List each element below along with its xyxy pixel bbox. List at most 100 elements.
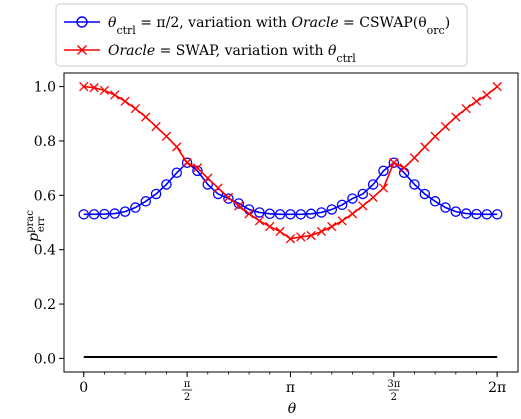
legend-label-cswap: θctrl = π/2, variation with Oracle = CSW… xyxy=(108,15,450,37)
y-tick-label: 0.4 xyxy=(34,243,56,259)
data-point-x-stroke xyxy=(234,201,244,211)
legend-sub-ctrl-2: ctrl xyxy=(336,52,356,65)
data-point-x xyxy=(120,96,130,106)
data-point-x-stroke xyxy=(89,83,99,93)
legend-marker-x xyxy=(77,45,87,55)
data-point-x xyxy=(172,142,182,152)
data-point-circle xyxy=(326,204,338,215)
data-point-x xyxy=(420,142,430,152)
data-point-x-stroke xyxy=(471,96,482,106)
data-point-circle xyxy=(471,208,482,220)
legend-sub-ctrl: ctrl xyxy=(116,24,136,37)
data-point-x xyxy=(213,183,223,193)
data-point-x xyxy=(89,83,99,93)
data-point-circle xyxy=(119,206,131,217)
data-point-circle xyxy=(181,157,193,168)
data-point-circle xyxy=(202,179,214,190)
y-axis-label: ppracerr xyxy=(25,210,47,242)
data-point-x xyxy=(306,230,316,241)
data-point-x xyxy=(316,226,327,237)
data-point-circle xyxy=(481,209,493,220)
legend-oracle-1: Oracle xyxy=(291,15,338,31)
data-point-x-stroke xyxy=(306,230,316,241)
series-layer xyxy=(78,81,503,359)
data-point-x-stroke xyxy=(461,103,471,114)
data-point-circle xyxy=(450,206,462,217)
data-point-circle xyxy=(88,209,100,220)
data-point-x-stroke xyxy=(358,201,368,211)
y-label-p: p xyxy=(26,233,42,242)
data-point-circle xyxy=(305,208,317,220)
data-point-x-stroke xyxy=(440,121,451,132)
data-point-x xyxy=(192,163,203,173)
data-point-x-stroke xyxy=(151,121,161,132)
data-point-x-stroke xyxy=(141,112,151,122)
x-tick-label-den: 2 xyxy=(391,392,397,403)
data-point-x-stroke xyxy=(110,90,120,100)
data-point-x-stroke xyxy=(223,192,234,203)
data-point-circle xyxy=(99,208,110,220)
data-point-x-stroke xyxy=(378,183,389,193)
data-point-x xyxy=(471,96,482,106)
x-tick-label-num: π xyxy=(184,379,191,390)
legend-text-1: = π/2, variation with xyxy=(136,15,292,31)
data-point-x-stroke xyxy=(327,221,337,232)
data-point-circle xyxy=(316,207,327,218)
data-point-x-stroke xyxy=(172,142,182,152)
data-point-x xyxy=(409,153,420,163)
data-point-x-stroke xyxy=(285,234,296,244)
data-point-x-stroke xyxy=(347,209,358,219)
data-point-x-stroke xyxy=(213,183,223,193)
legend-theta-2: θ xyxy=(328,43,337,59)
data-point-x xyxy=(161,131,172,141)
y-label-sup: prac xyxy=(25,210,36,233)
data-point-x-stroke xyxy=(482,90,492,100)
x-tick-label: π xyxy=(286,380,295,396)
legend-sub-orc: orc xyxy=(427,24,445,37)
data-point-circle xyxy=(429,196,441,207)
data-point-x-stroke xyxy=(409,153,420,163)
data-point-x-stroke xyxy=(420,142,430,152)
legend-text-2: = SWAP, variation with xyxy=(155,43,328,59)
data-point-x-stroke xyxy=(182,158,192,168)
data-point-x xyxy=(368,192,378,203)
x-tick-label: 0 xyxy=(79,380,88,396)
data-point-x xyxy=(358,201,368,211)
legend-label-swap: Oracle = SWAP, variation with θctrl xyxy=(108,43,356,65)
x-tick-label-num: 3π xyxy=(387,379,400,390)
data-point-x-stroke xyxy=(296,232,306,242)
data-point-x xyxy=(110,90,120,100)
data-point-circle xyxy=(440,202,451,213)
y-tick-label: 1.0 xyxy=(34,80,56,96)
data-point-x xyxy=(296,232,306,242)
data-point-x xyxy=(327,221,337,232)
data-point-circle xyxy=(171,167,183,179)
data-point-circle xyxy=(409,179,420,190)
data-point-x xyxy=(79,81,89,92)
data-point-x xyxy=(430,131,440,141)
plot-area xyxy=(63,72,519,373)
data-point-x xyxy=(285,234,296,244)
data-point-x xyxy=(389,158,399,168)
data-point-circle xyxy=(161,179,172,190)
data-point-circle xyxy=(223,193,234,204)
data-point-circle xyxy=(295,209,307,220)
data-point-circle xyxy=(109,208,120,219)
legend-entry-cswap: θctrl = π/2, variation with Oracle = CSW… xyxy=(64,15,450,37)
data-point-x-stroke xyxy=(275,226,285,237)
data-point-circle xyxy=(357,188,369,200)
data-point-circle xyxy=(150,188,162,200)
data-point-x xyxy=(223,192,234,203)
y-tick-label: 0.6 xyxy=(34,188,56,204)
data-point-x xyxy=(492,81,502,92)
data-point-x xyxy=(244,209,254,219)
data-point-circle xyxy=(367,179,379,190)
data-point-x-stroke xyxy=(265,221,275,232)
data-point-circle xyxy=(140,196,152,207)
data-point-x xyxy=(151,121,161,132)
y-tick-label: 0.8 xyxy=(34,134,56,150)
data-point-x-stroke xyxy=(192,163,203,173)
data-point-x-stroke xyxy=(337,216,347,226)
